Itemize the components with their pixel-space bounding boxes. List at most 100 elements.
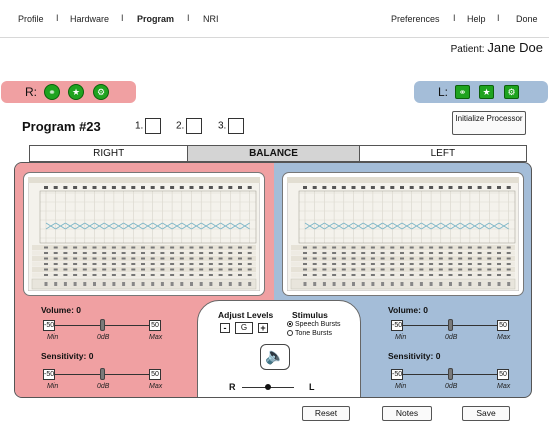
- input-level-marker: [419, 282, 423, 286]
- level-line: [181, 222, 192, 230]
- max-label: Max: [497, 334, 511, 341]
- stimulus-title: Stimulus: [292, 310, 328, 320]
- table-cell: [400, 263, 404, 265]
- ear-icon[interactable]: ⚭: [455, 85, 470, 99]
- left-sensitivity-label: Sensitivity: 0: [388, 351, 441, 361]
- table-cell: [160, 246, 165, 249]
- reset-button[interactable]: Reset: [302, 406, 350, 421]
- table-cell: [380, 246, 385, 249]
- table-cell: [160, 263, 165, 265]
- slider-thumb[interactable]: [447, 319, 453, 331]
- level-line: [230, 222, 241, 230]
- input-level-marker: [313, 282, 317, 286]
- table-cell: [506, 246, 511, 249]
- table-cell: [390, 257, 395, 260]
- electrode-marker: [218, 186, 223, 189]
- slot-box[interactable]: [186, 118, 203, 134]
- max-label: Max: [149, 334, 163, 341]
- table-cell: [44, 257, 48, 260]
- level-line: [45, 222, 56, 230]
- speaker-icon[interactable]: 🔈: [260, 344, 290, 370]
- slot-label: 3.: [218, 120, 227, 132]
- nav-hardware[interactable]: Hardware: [70, 14, 110, 24]
- program-slot-2[interactable]: 2.: [176, 118, 203, 134]
- gear-icon[interactable]: ⚙: [93, 84, 109, 100]
- table-cell: [121, 263, 126, 265]
- slider-thumb[interactable]: [99, 319, 105, 331]
- right-volume-slider[interactable]: -50 50: [43, 319, 161, 332]
- slider-thumb[interactable]: [99, 368, 105, 380]
- table-cell: [303, 263, 307, 265]
- input-level-marker: [352, 282, 355, 286]
- electrode-marker: [429, 186, 434, 189]
- right-sensitivity-slider[interactable]: -50 50: [43, 368, 161, 381]
- star-icon[interactable]: ★: [479, 85, 494, 99]
- table-cell: [170, 252, 175, 254]
- nav-preferences[interactable]: Preferences: [391, 14, 440, 24]
- initialize-processor-button[interactable]: Initialize Processor: [452, 111, 526, 135]
- table-cell: [409, 246, 414, 249]
- electrode-marker: [332, 186, 337, 189]
- program-slot-3[interactable]: 3.: [218, 118, 245, 134]
- radio-dot[interactable]: [287, 330, 293, 337]
- electrode-marker: [341, 186, 346, 189]
- nav-program[interactable]: Program: [137, 14, 175, 24]
- tab-balance[interactable]: BALANCE: [188, 146, 360, 161]
- slot-box[interactable]: [145, 118, 162, 134]
- slot-box[interactable]: [228, 118, 245, 134]
- electrode-marker: [303, 186, 307, 189]
- table-cell: [170, 246, 175, 249]
- table-cell: [131, 263, 136, 265]
- table-cell: [238, 263, 242, 265]
- input-level-marker: [219, 282, 223, 286]
- radio-label: Tone Bursts: [295, 330, 332, 337]
- table-cell: [390, 263, 395, 265]
- table-cell: [341, 257, 346, 260]
- slider-thumb[interactable]: [447, 368, 453, 380]
- screen-titlebar: [28, 177, 260, 183]
- table-cell: [419, 252, 424, 254]
- left-sensitivity-slider[interactable]: -50 50: [391, 368, 509, 381]
- notes-button[interactable]: Notes: [382, 406, 432, 421]
- table-cell: [82, 257, 87, 260]
- table-cell: [170, 263, 175, 265]
- electrode-marker: [477, 186, 482, 189]
- nav-done[interactable]: Done: [516, 14, 538, 24]
- table-cell: [238, 246, 242, 249]
- table-cell: [303, 246, 307, 249]
- radio-speech-bursts[interactable]: Speech Bursts: [287, 321, 341, 328]
- tab-left[interactable]: LEFT: [359, 146, 526, 161]
- table-cell: [497, 252, 501, 254]
- electrode-marker: [438, 186, 443, 189]
- save-button[interactable]: Save: [462, 406, 510, 421]
- balance-handle[interactable]: [265, 384, 271, 390]
- table-cell: [63, 274, 68, 276]
- minus-button[interactable]: -: [220, 323, 230, 333]
- plus-button[interactable]: +: [258, 323, 268, 333]
- table-cell: [332, 257, 337, 260]
- ear-icon[interactable]: ⚭: [44, 84, 60, 100]
- star-icon[interactable]: ★: [68, 84, 84, 100]
- tab-right[interactable]: RIGHT: [30, 146, 189, 161]
- input-level-marker: [487, 282, 491, 286]
- table-cell: [429, 268, 434, 271]
- nav-help[interactable]: Help: [467, 14, 486, 24]
- table-cell: [351, 252, 356, 254]
- table-cell: [370, 263, 375, 265]
- electrode-marker: [409, 186, 414, 189]
- nav-nri[interactable]: NRI: [203, 14, 219, 24]
- electrode-marker: [170, 186, 175, 189]
- table-cell: [400, 252, 404, 254]
- table-cell: [208, 257, 213, 260]
- table-cell: [247, 246, 252, 249]
- radio-tone-bursts[interactable]: Tone Bursts: [287, 330, 332, 337]
- table-cell: [82, 246, 87, 249]
- table-cell: [121, 274, 126, 276]
- left-volume-slider[interactable]: -50 50: [391, 319, 509, 332]
- gear-icon[interactable]: ⚙: [504, 85, 519, 99]
- program-slot-1[interactable]: 1.: [135, 118, 162, 134]
- table-cell: [218, 246, 223, 249]
- nav-profile[interactable]: Profile: [18, 14, 44, 24]
- radio-dot[interactable]: [287, 321, 293, 328]
- table-cell: [477, 274, 482, 276]
